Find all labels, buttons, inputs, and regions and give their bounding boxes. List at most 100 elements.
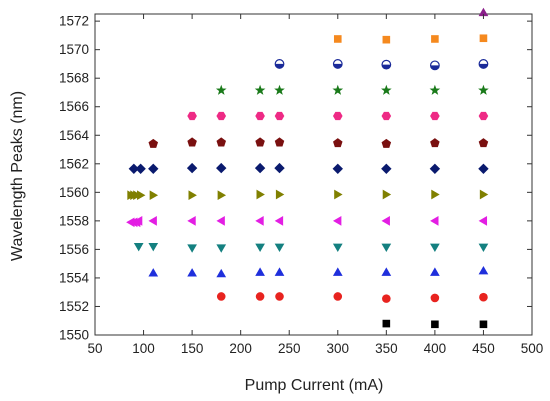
data-point (382, 294, 391, 303)
data-point (188, 190, 197, 201)
data-point (255, 292, 265, 301)
y-tick-label: 1552 (59, 299, 89, 314)
data-point (148, 216, 157, 226)
data-point (332, 59, 343, 69)
data-point (478, 84, 489, 95)
data-point (430, 293, 440, 303)
data-point (187, 137, 197, 147)
x-tick-label: 200 (229, 341, 252, 356)
data-point (216, 216, 225, 226)
data-point (381, 216, 390, 226)
data-point (274, 243, 285, 253)
data-point (332, 163, 343, 174)
data-point (430, 216, 439, 226)
data-point (430, 138, 440, 148)
data-point (187, 244, 197, 253)
data-point (149, 190, 159, 201)
data-point (148, 163, 159, 174)
data-point (128, 163, 140, 174)
data-point (478, 216, 488, 226)
data-point (479, 189, 489, 200)
data-point (148, 268, 159, 277)
data-point (381, 138, 392, 148)
data-point-fill (430, 65, 440, 70)
data-point (274, 216, 284, 226)
y-tick-label: 1564 (59, 128, 90, 143)
data-point (255, 267, 265, 276)
data-point (381, 84, 392, 95)
data-point (275, 189, 285, 200)
data-point (381, 267, 392, 276)
data-point (431, 320, 439, 329)
data-point-fill (333, 63, 343, 69)
data-point (431, 35, 439, 43)
data-point (216, 137, 226, 147)
data-point (148, 242, 159, 252)
data-point (255, 216, 264, 226)
data-point (479, 320, 488, 329)
data-point (133, 216, 143, 226)
x-tick-label: 350 (375, 341, 398, 356)
x-tick-label: 300 (327, 341, 350, 356)
y-tick-label: 1554 (59, 270, 90, 285)
data-point (274, 162, 285, 174)
data-point-fill (275, 63, 284, 69)
data-point (478, 163, 489, 174)
data-point (254, 84, 266, 95)
data-point (478, 243, 489, 253)
plot-frame (94, 13, 533, 336)
data-point (430, 243, 440, 253)
data-point (135, 163, 146, 174)
y-tick-label: 1570 (59, 42, 89, 57)
y-tick-label: 1562 (59, 156, 89, 171)
x-tick-label: 400 (424, 341, 447, 356)
y-tick-label: 1560 (59, 185, 89, 200)
data-point (274, 59, 285, 69)
data-point (254, 162, 266, 174)
data-point (478, 111, 489, 121)
data-point (274, 84, 285, 95)
data-point (381, 243, 392, 253)
data-point (215, 84, 227, 95)
data-point (217, 190, 227, 201)
data-point (274, 267, 285, 276)
data-point (429, 84, 441, 95)
data-point (216, 292, 226, 301)
data-point (216, 244, 227, 253)
data-point-fill (479, 63, 488, 69)
data-point (382, 189, 392, 200)
data-point (332, 84, 344, 95)
y-tick-label: 1568 (59, 71, 89, 86)
y-tick-label: 1566 (59, 99, 89, 114)
x-tick-label: 250 (278, 341, 301, 356)
data-point (275, 292, 284, 301)
data-point (478, 138, 489, 148)
data-point (429, 163, 441, 174)
x-axis-title: Pump Current (mA) (245, 377, 384, 394)
data-point (187, 111, 197, 121)
data-point (479, 292, 488, 302)
data-point (274, 137, 285, 147)
data-point (133, 242, 144, 252)
data-marks (126, 7, 489, 329)
x-tick-label: 50 (87, 341, 102, 356)
data-point (479, 34, 488, 43)
data-point-fill (382, 64, 391, 69)
data-point (381, 163, 392, 174)
y-tick-label: 1558 (59, 213, 89, 228)
data-point (478, 59, 489, 69)
data-point (381, 111, 392, 121)
axis-ticks: 50 100 150 200 250 300 350 400 450 500 1550 1552 155… (59, 14, 543, 356)
data-point (148, 138, 159, 148)
x-tick-label: 450 (472, 341, 495, 356)
data-point (334, 189, 343, 200)
data-point (332, 243, 343, 253)
data-point (255, 137, 265, 147)
data-point (381, 59, 392, 70)
data-point (431, 189, 440, 200)
y-axis-title: Wavelength Peaks (nm) (9, 91, 26, 261)
data-point (382, 319, 391, 328)
data-point (186, 162, 198, 174)
x-tick-label: 150 (181, 341, 204, 356)
